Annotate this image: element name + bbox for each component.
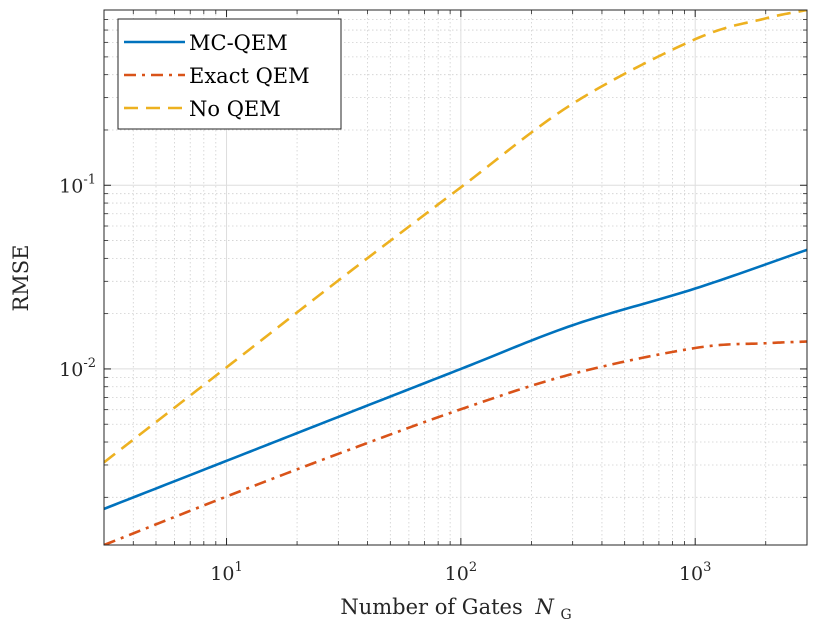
legend-label-exact-qem: Exact QEM [189,64,310,88]
y-tick-exponent: -2 [83,356,96,371]
x-tick-exponent: 2 [469,560,477,575]
y-tick-exponent: -1 [83,172,96,187]
x-tick-exponent: 1 [234,560,242,575]
x-tick-base: 10 [210,563,234,585]
x-tick-label: 102 [445,560,477,585]
x-axis-title: Number of Gates N G [340,595,571,623]
y-tick-label: 10-1 [59,172,96,197]
major-grid [104,10,807,545]
y-tick-base: 10 [59,175,83,197]
x-tick-label: 103 [679,560,711,585]
legend: MC-QEM Exact QEM No QEM [117,18,342,130]
plot-frame [103,9,808,546]
x-tick-exponent: 3 [703,560,711,575]
legend-label-no-qem: No QEM [189,97,281,121]
y-tick-base: 10 [59,359,83,381]
y-tick-label: 10-2 [59,356,96,381]
series-line-exact-qem [104,340,807,545]
tick-marks [103,9,808,545]
x-tick-base: 10 [679,563,703,585]
x-axis-title-subscript: G [561,607,572,623]
x-axis-title-text: Number of Gates [340,595,522,619]
x-tick-base: 10 [445,563,469,585]
legend-label-mc-qem: MC-QEM [189,31,288,55]
series-line-no-qem [104,10,807,464]
x-axis-title-symbol: N [534,595,554,619]
x-tick-label: 101 [210,560,242,585]
x-tick-labels: 101 102 103 [210,560,711,585]
y-axis-title: RMSE [9,244,33,311]
y-tick-labels: 10-210-1 [59,172,96,381]
series-layer [104,10,807,545]
series-line-mc-qem [104,248,807,511]
